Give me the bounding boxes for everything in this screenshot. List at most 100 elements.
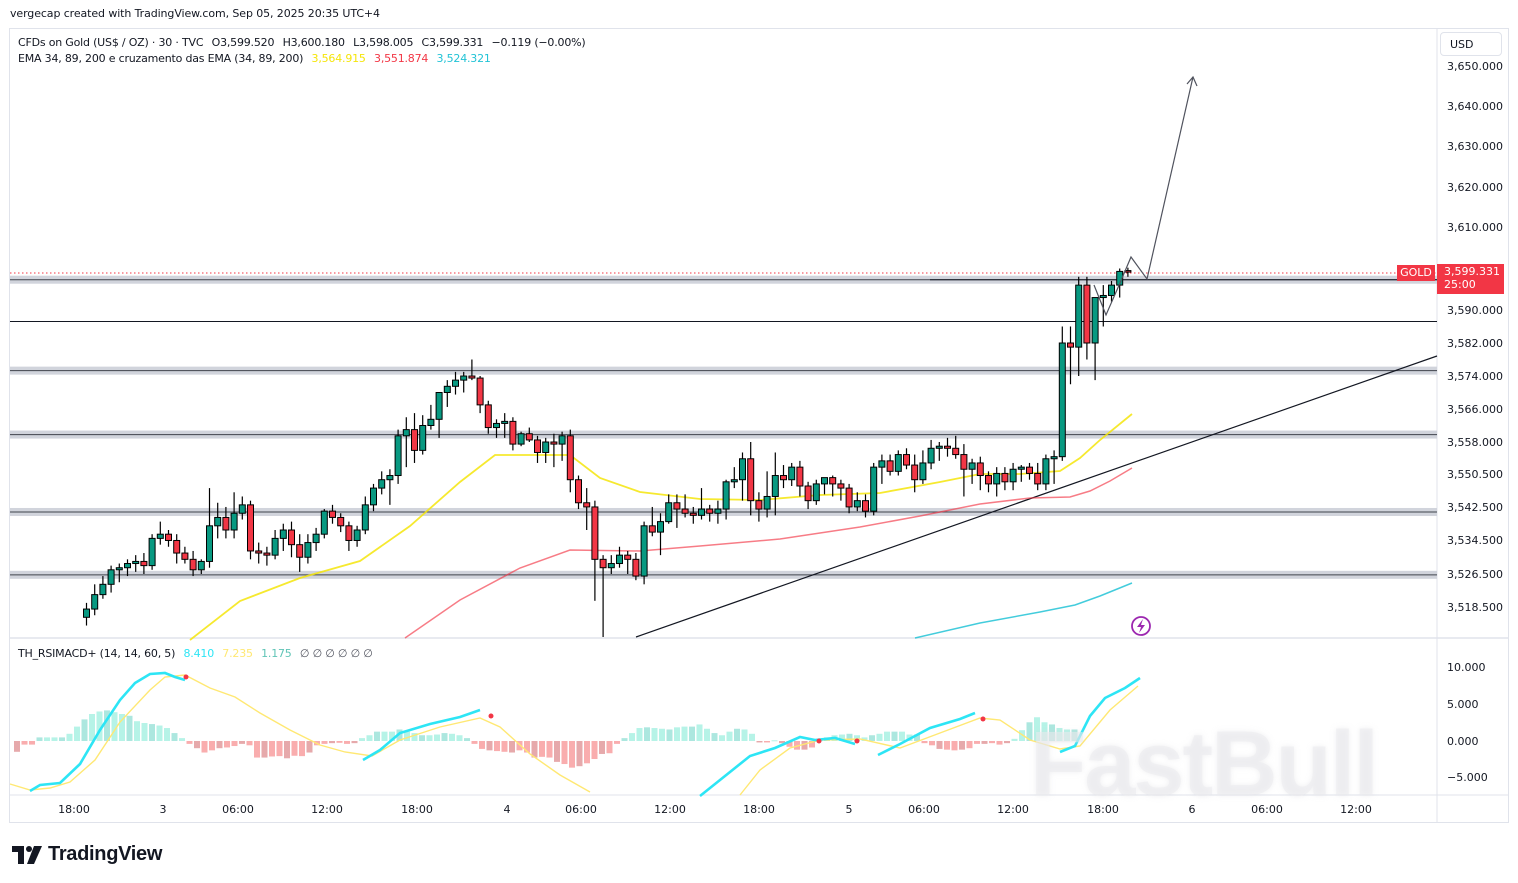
histogram-bar-negative: [344, 741, 350, 744]
tradingview-logo[interactable]: TradingView: [12, 843, 162, 866]
crossover-dot-bearish: [980, 716, 986, 722]
candle-bullish: [238, 504, 246, 514]
histogram-bar-negative: [779, 741, 785, 744]
candle-bearish: [329, 510, 336, 518]
candle-bearish: [747, 458, 755, 502]
histogram-bar-positive: [719, 735, 725, 741]
time-axis-label: 12:00: [1340, 803, 1372, 816]
histogram-bar-positive: [104, 710, 110, 741]
candle-bullish: [206, 525, 213, 562]
crossover-dot-bearish: [488, 713, 494, 719]
histogram-bar-negative: [194, 741, 200, 749]
lightning-bolt-icon: [1137, 619, 1145, 633]
currency-button[interactable]: USD: [1440, 32, 1502, 56]
candle-bearish: [796, 466, 804, 487]
price-axis-label: 3,558.000: [1447, 436, 1503, 449]
candle-bullish: [99, 583, 107, 596]
oscillator-value-1: 8.410: [183, 647, 215, 660]
time-axis-label: 18:00: [401, 803, 433, 816]
candle-bearish: [222, 516, 230, 531]
candle-bullish: [821, 477, 828, 485]
histogram-bar-positive: [126, 715, 133, 741]
candle-bearish: [591, 506, 599, 560]
candle-bearish: [288, 529, 295, 546]
candle-bearish: [706, 508, 714, 514]
candle-bullish: [452, 379, 459, 387]
candle-bearish: [165, 533, 172, 541]
histogram-bar-negative: [756, 741, 763, 743]
last-price-label: 3,599.331 25:00: [1437, 264, 1504, 294]
oscillator-legend[interactable]: TH_RSIMACD+ (14, 14, 60, 5) 8.410 7.235 …: [18, 647, 378, 660]
candle-bullish: [919, 462, 927, 481]
histogram-bar-positive: [1049, 724, 1055, 741]
histogram-bar-positive: [74, 726, 80, 741]
time-axis-label: 18:00: [1087, 803, 1119, 816]
candle-bullish: [1108, 284, 1115, 296]
histogram-bar-positive: [1064, 729, 1070, 741]
candle-bearish: [804, 485, 812, 502]
oscillator-main-line: [362, 708, 481, 762]
candle-bearish: [534, 439, 541, 453]
candle-bearish: [837, 483, 845, 489]
histogram-bar-negative: [246, 741, 253, 746]
candle-bullish: [640, 525, 648, 577]
histogram-bar-negative: [921, 741, 928, 744]
ohlc-close: C3,599.331: [421, 36, 484, 49]
price-axis-label: 3,582.000: [1447, 337, 1503, 350]
time-axis-label: 12:00: [997, 803, 1029, 816]
time-axis-label: 06:00: [565, 803, 597, 816]
candle-bullish: [714, 508, 722, 514]
candles: [83, 267, 1132, 637]
candle-bullish: [197, 560, 205, 571]
candle-bullish: [763, 495, 771, 510]
histogram-bar-positive: [854, 735, 860, 741]
histogram-bar-positive: [1019, 730, 1025, 741]
histogram-bar-negative: [336, 741, 343, 743]
symbol-legend[interactable]: CFDs on Gold (US$ / OZ) · 30 · TVC O3,59…: [18, 36, 590, 49]
price-axis-label: 3,610.000: [1447, 221, 1503, 234]
time-axis-label: 12:00: [654, 803, 686, 816]
histogram-bar-negative: [516, 741, 523, 751]
histogram-bar-positive: [96, 711, 103, 741]
histogram-bar-negative: [524, 741, 530, 753]
histogram-bar-positive: [636, 728, 643, 741]
histogram-bar-negative: [584, 741, 590, 764]
candle-bullish: [665, 502, 673, 523]
ema-indicator-name: EMA 34, 89, 200 e cruzamento das EMA (34…: [18, 52, 304, 65]
histogram-bar-positive: [621, 738, 628, 741]
candle-bearish: [648, 525, 656, 533]
histogram-bar-negative: [996, 741, 1003, 745]
histogram-bar-positive: [156, 725, 163, 741]
candle-bullish: [894, 454, 902, 472]
candle-bullish: [214, 516, 222, 527]
histogram-bar-negative: [959, 741, 965, 750]
histogram-bar-negative: [29, 741, 35, 745]
candle-bearish: [1001, 472, 1009, 483]
candle-bearish: [862, 500, 869, 512]
ema-legend[interactable]: EMA 34, 89, 200 e cruzamento das EMA (34…: [18, 52, 496, 65]
oscillator-main-line: [1059, 676, 1141, 754]
histogram-bar-negative: [479, 741, 485, 749]
histogram-bar-positive: [839, 734, 845, 741]
histogram-bar-negative: [981, 741, 988, 744]
histogram-bar-positive: [749, 733, 755, 741]
histogram-bar-positive: [1041, 722, 1048, 741]
histogram-bar-positive: [81, 719, 88, 741]
candle-bullish: [230, 512, 238, 531]
candle-bearish: [296, 544, 304, 558]
histogram-bar-negative: [801, 741, 808, 750]
candle-bullish: [493, 422, 500, 429]
ohlc-open: O3,599.520: [211, 36, 275, 49]
histogram-bar-positive: [426, 735, 433, 741]
candle-bullish: [132, 560, 140, 565]
chart-frame: [9, 28, 1509, 823]
candle-bullish: [271, 537, 279, 556]
candle-bullish: [927, 447, 935, 464]
candle-bullish: [993, 472, 1001, 485]
histogram-bar-negative: [614, 741, 620, 744]
candle-bearish: [411, 429, 418, 451]
time-axis-label: 06:00: [1251, 803, 1283, 816]
histogram-bar-negative: [269, 741, 275, 757]
histogram-bar-positive: [891, 731, 898, 741]
